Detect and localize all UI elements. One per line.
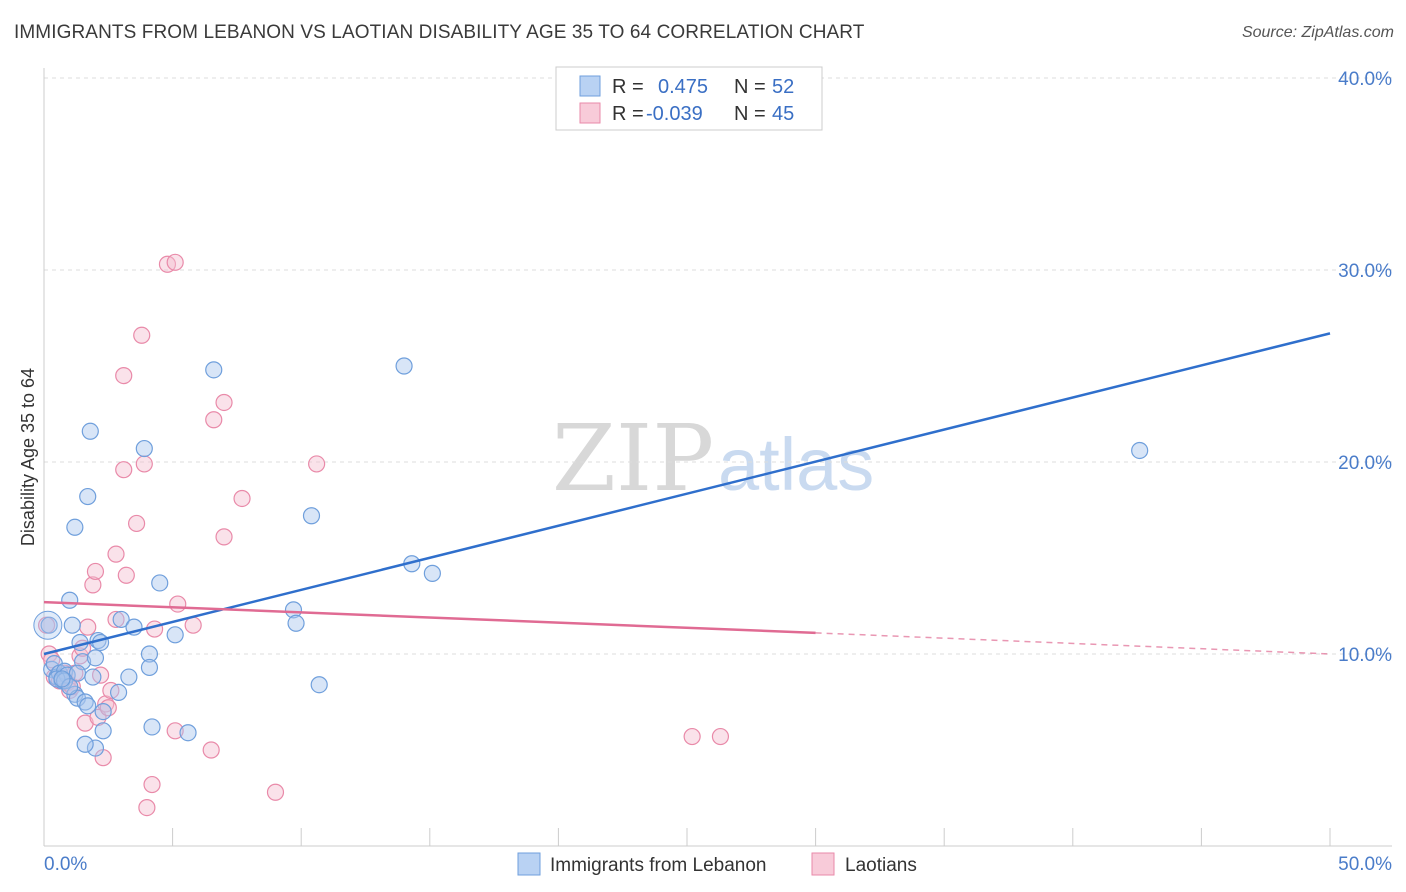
series-legend: Immigrants from Lebanon Laotians xyxy=(517,852,917,876)
laotians-point-29 xyxy=(133,326,151,344)
laotians-point-31 xyxy=(138,798,156,817)
lebanon-point-20 xyxy=(84,668,102,686)
laotians-point-38 xyxy=(184,616,202,634)
bottom-legend-label-laotians: Laotians xyxy=(845,855,917,876)
watermark-atlas: atlas xyxy=(718,423,874,506)
laotians-point-40 xyxy=(205,411,223,429)
bottom-legend-swatch-laotians xyxy=(811,852,835,876)
laotians-point-25 xyxy=(115,461,133,479)
y-axis-title: Disability Age 35 to 64 xyxy=(18,368,38,546)
lebanon-point-26 xyxy=(94,702,112,721)
y-tick-label-10: 10.0% xyxy=(1338,645,1392,666)
laotians-point-47 xyxy=(711,727,730,746)
laotians-point-35 xyxy=(166,253,184,271)
lebanon-point-19 xyxy=(81,422,99,440)
laotians-point-23 xyxy=(107,610,125,629)
laotians-point-32 xyxy=(143,775,161,794)
laotians-point-30 xyxy=(135,455,153,473)
lebanon-point-28 xyxy=(109,683,128,702)
lebanon-point-35 xyxy=(143,718,161,736)
lebanon-point-34 xyxy=(140,658,159,677)
lebanon-point-12 xyxy=(66,518,84,536)
x-tick-label-min: 0.0% xyxy=(44,854,87,875)
laotians-point-36 xyxy=(166,722,184,740)
lebanon-point-37 xyxy=(166,626,184,644)
chart-title: IMMIGRANTS FROM LEBANON VS LAOTIAN DISAB… xyxy=(14,22,865,43)
series-lebanon-points xyxy=(33,357,1149,757)
lebanon-point-30 xyxy=(120,668,138,686)
bottom-legend-label-lebanon: Immigrants from Lebanon xyxy=(550,855,767,876)
lebanon-cluster-point xyxy=(33,610,63,640)
watermark-zip: ZIP xyxy=(552,405,714,512)
lebanon-point-33 xyxy=(140,645,159,663)
laotians-point-16 xyxy=(86,562,105,581)
lebanon-point-32 xyxy=(135,439,153,458)
legend-r-value-1: 0.475 xyxy=(658,76,708,98)
lebanon-point-0 xyxy=(40,616,58,634)
gridlines xyxy=(44,77,1392,655)
lebanon-point-51 xyxy=(53,670,71,688)
lebanon-point-42 xyxy=(302,507,321,525)
lebanon-point-29 xyxy=(112,610,130,629)
laotians-point-26 xyxy=(117,566,135,584)
lebanon-point-27 xyxy=(76,735,94,753)
lebanon-point-44 xyxy=(395,357,413,375)
laotians-point-28 xyxy=(127,514,146,533)
legend-n-label-2: N = xyxy=(734,103,766,125)
legend-n-value-2: 45 xyxy=(772,103,794,125)
legend-swatch-lebanon xyxy=(579,75,601,97)
source-credit: Source: ZipAtlas.com xyxy=(1241,24,1394,41)
laotians-point-42 xyxy=(215,393,233,412)
lebanon-point-46 xyxy=(423,564,441,582)
lebanon-point-8 xyxy=(61,591,79,609)
lebanon-point-38 xyxy=(179,724,197,742)
y-tick-label-40: 40.0% xyxy=(1338,69,1392,90)
laotians-point-44 xyxy=(266,783,285,801)
lebanon-point-18 xyxy=(79,487,97,506)
legend-n-label-1: N = xyxy=(734,76,766,98)
laotians-point-15 xyxy=(84,576,102,594)
laotians-point-45 xyxy=(308,455,326,473)
lebanon-point-47 xyxy=(1131,441,1149,460)
laotians-point-39 xyxy=(202,741,220,759)
lebanon-point-9 xyxy=(63,616,81,634)
trend-line-laotians-extension xyxy=(815,632,1331,655)
laotians-point-41 xyxy=(215,528,233,546)
legend-swatch-laotians xyxy=(579,102,601,124)
trend-line-lebanon xyxy=(43,332,1331,656)
lebanon-point-21 xyxy=(86,739,105,757)
lebanon-point-25 xyxy=(94,722,112,740)
trend-line-laotians xyxy=(43,600,816,635)
legend-r-value-2: -0.039 xyxy=(646,103,703,125)
lebanon-point-39 xyxy=(205,361,223,379)
lebanon-point-17 xyxy=(79,697,97,715)
bottom-legend-swatch-lebanon xyxy=(517,852,541,876)
x-axis-ticks xyxy=(172,828,1331,846)
lebanon-point-40 xyxy=(284,601,303,619)
trend-lines xyxy=(43,332,1331,656)
laotians-point-24 xyxy=(107,545,125,563)
legend-r-label-1: R = xyxy=(612,76,644,98)
lebanon-point-23 xyxy=(86,649,105,667)
laotians-point-46 xyxy=(683,727,701,746)
correlation-legend: R = 0.475 N = 52 R = -0.039 N = 45 xyxy=(555,66,823,131)
legend-n-value-1: 52 xyxy=(772,76,794,98)
lebanon-point-43 xyxy=(310,676,328,694)
y-tick-label-20: 20.0% xyxy=(1338,453,1392,474)
y-tick-label-30: 30.0% xyxy=(1338,261,1392,282)
laotians-point-37 xyxy=(169,595,187,613)
y-axis-tick-labels: 10.0% 20.0% 30.0% 40.0% xyxy=(1338,69,1392,666)
laotians-point-27 xyxy=(115,367,133,385)
lebanon-point-41 xyxy=(287,614,305,632)
legend-r-label-2: R = xyxy=(612,103,644,125)
series-laotians-points xyxy=(37,253,730,817)
lebanon-point-36 xyxy=(151,574,169,592)
x-tick-label-max: 50.0% xyxy=(1338,854,1392,875)
laotians-point-14 xyxy=(79,618,97,636)
laotians-point-43 xyxy=(233,489,251,508)
